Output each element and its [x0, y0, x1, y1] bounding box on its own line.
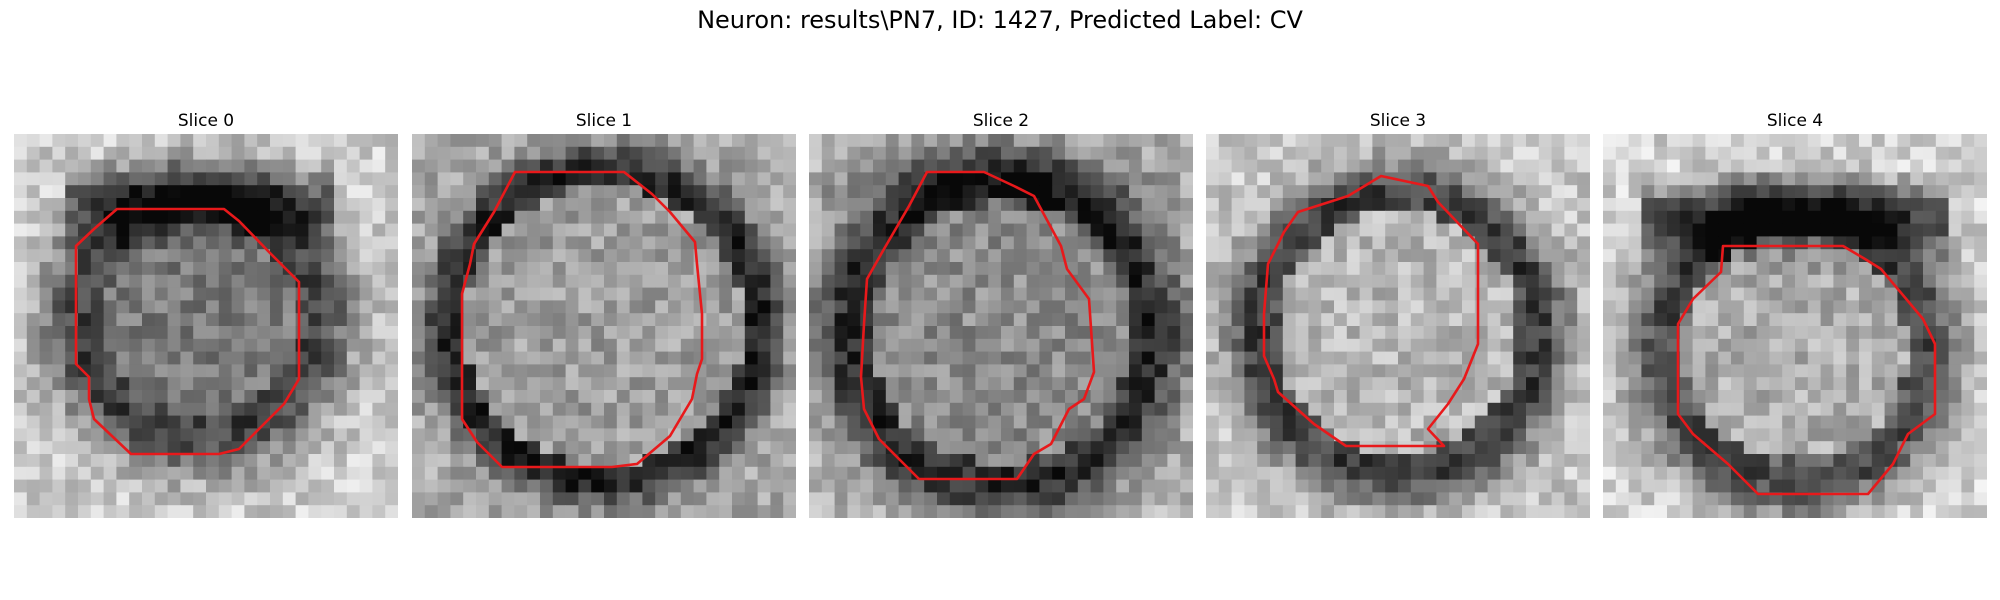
slice-image	[412, 134, 796, 518]
slice-title: Slice 4	[1766, 111, 1824, 131]
slice-image	[1206, 134, 1590, 518]
roi-contour	[74, 207, 301, 456]
slice-title: Slice 0	[177, 111, 235, 131]
slice-image	[809, 134, 1193, 518]
slice-panel-1: Slice 1	[412, 108, 796, 518]
slice-panel-2: Slice 2	[809, 108, 1193, 518]
slice-image	[14, 134, 398, 518]
slice-title: Slice 3	[1369, 111, 1427, 131]
slice-title: Slice 2	[972, 111, 1030, 131]
slice-panel-3: Slice 3	[1206, 108, 1590, 518]
roi-contour	[460, 170, 704, 469]
roi-contour	[859, 170, 1096, 481]
slice-image	[1603, 134, 1987, 518]
roi-contour	[1262, 174, 1480, 448]
slice-title: Slice 1	[575, 111, 633, 131]
roi-contour	[1676, 244, 1937, 496]
slice-panel-0: Slice 0	[14, 108, 398, 518]
figure-title: Neuron: results\PN7, ID: 1427, Predicted…	[697, 6, 1303, 34]
slice-panel-4: Slice 4	[1603, 108, 1987, 518]
